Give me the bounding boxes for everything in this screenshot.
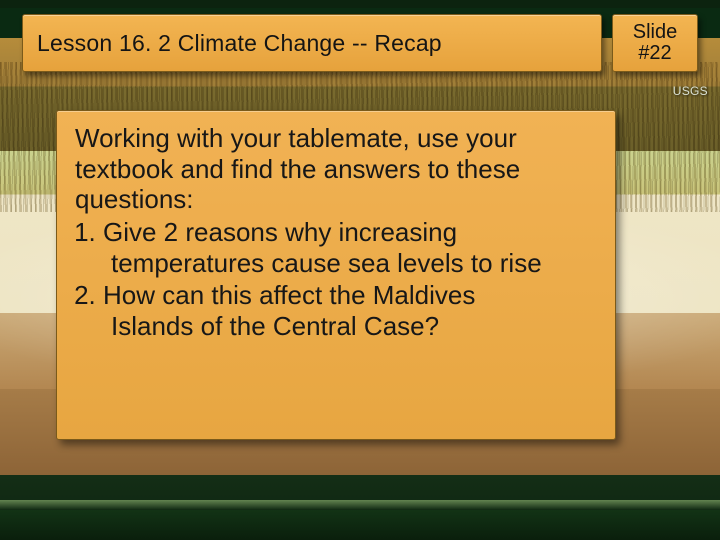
header-row: Lesson 16. 2 Climate Change -- Recap Sli… — [22, 14, 698, 72]
attribution-usgs: USGS — [673, 84, 708, 98]
lesson-title: Lesson 16. 2 Climate Change -- Recap — [37, 30, 442, 57]
slide-number-label: Slide — [633, 22, 677, 43]
question-2: How can this affect the Maldives Islands… — [103, 280, 597, 341]
question-list: Give 2 reasons why increasing temperatur… — [75, 217, 597, 342]
intro-text: Working with your tablemate, use your te… — [75, 123, 597, 215]
question-1-line-b: temperatures cause sea levels to rise — [103, 248, 597, 279]
bottom-highlight — [0, 500, 720, 510]
question-2-line-a: How can this affect the Maldives — [103, 280, 475, 310]
slide: Lesson 16. 2 Climate Change -- Recap Sli… — [0, 0, 720, 540]
slide-number-value: #22 — [638, 43, 671, 64]
content-card: Working with your tablemate, use your te… — [56, 110, 616, 440]
bottom-edge-strip — [0, 510, 720, 540]
slide-number-box: Slide #22 — [612, 14, 698, 72]
question-1: Give 2 reasons why increasing temperatur… — [103, 217, 597, 278]
question-2-line-b: Islands of the Central Case? — [103, 311, 597, 342]
top-edge-strip — [0, 0, 720, 8]
lesson-title-box: Lesson 16. 2 Climate Change -- Recap — [22, 14, 602, 72]
question-1-line-a: Give 2 reasons why increasing — [103, 217, 457, 247]
